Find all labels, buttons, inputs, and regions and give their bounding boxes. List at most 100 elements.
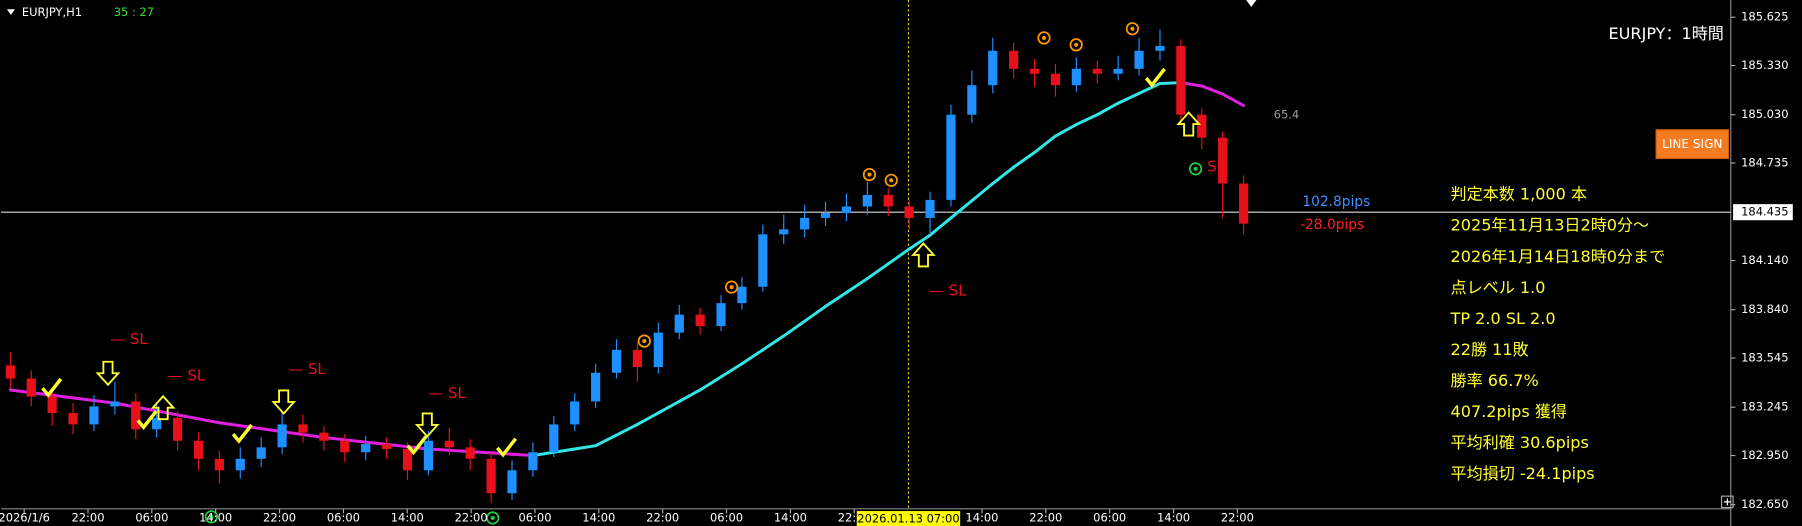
candle-body: [110, 401, 120, 407]
ma-segment: [1033, 134, 1057, 154]
stat-line: 2025年11月13日2時0分～: [1451, 216, 1650, 235]
candle-body: [528, 452, 538, 471]
x-tick-label: 22:00: [71, 510, 104, 524]
ma-segment: [740, 348, 765, 366]
ma-segment: [364, 440, 389, 446]
candle-body: [1009, 50, 1019, 69]
candle-body: [988, 50, 998, 86]
stat-line: 勝率 66.7%: [1451, 371, 1539, 390]
candle-body: [1197, 114, 1207, 138]
candle-body: [1155, 45, 1165, 51]
bar-timer: 35 : 27: [114, 5, 154, 19]
candle-body: [716, 303, 726, 327]
plot: [1, 29, 1731, 504]
x-tick-label: 06:00: [1093, 510, 1126, 524]
x-tick-label: 14:00: [582, 510, 615, 524]
candle-body: [591, 372, 601, 402]
x-tick-label: 2026/1/6: [0, 510, 50, 524]
sl-label: — SL: [110, 330, 148, 348]
candle-body: [382, 444, 392, 449]
button-bg[interactable]: [1655, 129, 1730, 160]
sl-label: — SL: [428, 384, 466, 402]
candle-body: [820, 213, 831, 218]
x-tick-label: 22:00: [263, 510, 296, 524]
menu-icon[interactable]: [6, 9, 15, 15]
candle-body: [172, 417, 183, 441]
ma-segment: [50, 393, 75, 400]
candle-body: [26, 378, 36, 397]
crosshair-box: [856, 511, 961, 526]
ma-segment: [824, 291, 848, 308]
pips-win: 102.8pips: [1302, 194, 1370, 210]
candle-body: [47, 396, 57, 413]
ma-segment: [949, 199, 974, 220]
x-tick-label: 14:00: [391, 510, 424, 524]
ma-segment: [343, 438, 368, 444]
candle-body: [298, 424, 308, 433]
x-tick-label: 06:00: [518, 510, 551, 524]
candle-body: [68, 412, 78, 425]
ma-segment: [573, 444, 598, 451]
candle-body: [1218, 137, 1228, 184]
candle-body: [423, 440, 433, 471]
ma-segment: [1137, 82, 1162, 95]
ma-segment: [1053, 123, 1078, 138]
ma-segment: [1221, 92, 1246, 108]
stat-line: 平均損切 -24.1pips: [1451, 464, 1595, 483]
ma-segment: [844, 277, 869, 294]
candle-body: [402, 448, 413, 471]
candle-body: [1238, 183, 1249, 224]
button-label[interactable]: LINE SIGN: [1662, 137, 1722, 151]
x-tick-label: 14:00: [199, 510, 232, 524]
candle-body: [1176, 45, 1186, 115]
ma-segment: [615, 422, 639, 437]
x-tick-label: 14:00: [965, 510, 998, 524]
x-tick-label: 14:00: [1157, 510, 1190, 524]
x-tick-label: 22:00: [646, 510, 679, 524]
candle-body: [1092, 68, 1102, 74]
y-tick-label: 182.950: [1741, 448, 1788, 462]
ma-segment: [970, 182, 995, 203]
ma-segment: [1074, 113, 1099, 127]
stat-line: 22勝 11敗: [1451, 340, 1529, 359]
ma-segment: [907, 233, 932, 251]
ma-segment: [594, 433, 619, 448]
candle-body: [1134, 50, 1144, 69]
candle-body: [1071, 68, 1081, 86]
zoom-icon[interactable]: [1721, 495, 1734, 509]
ma-segment: [176, 413, 200, 421]
candle-body: [1113, 68, 1123, 74]
ma-segment: [761, 334, 786, 352]
candle-body: [632, 349, 643, 368]
ma-segment: [803, 304, 828, 323]
x-tick-label: 06:00: [327, 510, 360, 524]
subtitle: EURJPY：1時間: [1609, 24, 1724, 43]
candle-body: [925, 199, 935, 218]
ma-segment: [886, 247, 911, 266]
shift-marker: [1246, 0, 1257, 7]
stat-line: 平均利確 30.6pips: [1451, 433, 1589, 452]
candle-body: [507, 470, 517, 494]
y-tick-label: 185.625: [1741, 10, 1788, 24]
candle-body: [5, 365, 15, 379]
candle-body: [967, 85, 977, 115]
candle-body: [277, 424, 287, 448]
candle-body: [946, 114, 956, 200]
ma-segment: [217, 421, 242, 428]
x-tick-label: 06:00: [710, 510, 743, 524]
pips-loss: -28.0pips: [1300, 217, 1364, 233]
ma-segment: [677, 388, 702, 403]
candle-body: [883, 194, 893, 207]
candle-body: [131, 401, 141, 430]
x-tick-label: 06:00: [135, 510, 168, 524]
y-tick-label: 185.330: [1741, 58, 1788, 72]
candle-body: [800, 217, 810, 230]
stat-line: 407.2pips 獲得: [1451, 402, 1567, 421]
level-label: 65.4: [1274, 107, 1300, 121]
line-sign-button[interactable]: LINE SIGN: [1655, 129, 1730, 160]
ma-segment: [719, 362, 744, 379]
crosshair-label: 2026.01.13 07:00: [857, 512, 959, 526]
candle-body: [214, 458, 224, 471]
